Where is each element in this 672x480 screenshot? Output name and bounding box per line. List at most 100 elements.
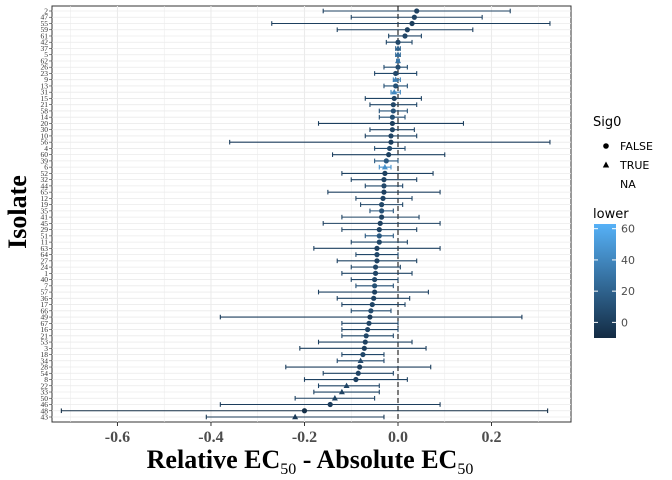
colorbar	[594, 224, 616, 338]
y-tick-label: 44	[41, 181, 49, 190]
data-point-circle	[390, 102, 396, 108]
y-tick-label: 57	[41, 288, 49, 297]
colorbar-tick-label: 40	[621, 254, 635, 267]
data-point-circle	[372, 264, 379, 270]
data-point-circle	[381, 189, 387, 195]
data-point-circle	[381, 183, 387, 189]
y-tick-label: 18	[41, 350, 49, 359]
x-axis-ticks: -0.6 -0.4 -0.2 0.0 0.2	[105, 422, 502, 446]
y-tick-label: 37	[41, 44, 49, 53]
y-tick-label: 27	[41, 256, 49, 265]
y-tick-label: 49	[41, 313, 49, 322]
data-point-circle	[353, 376, 359, 383]
data-point-circle	[360, 351, 366, 358]
data-point-circle	[381, 177, 387, 183]
y-tick-label: 21	[41, 331, 49, 340]
y-tick-label: 40	[41, 275, 49, 284]
x-tick-label: 0.2	[482, 429, 502, 446]
color-legend: lower 0 20 40 60	[593, 207, 635, 338]
data-point-circle	[377, 220, 383, 226]
x-tick-label: 0.0	[388, 429, 408, 446]
data-point-triangle	[338, 388, 345, 395]
data-point-circle	[383, 158, 389, 164]
y-tick-label: 30	[41, 125, 49, 134]
y-tick-label: 58	[41, 106, 49, 115]
y-tick-label: 31	[41, 88, 49, 97]
data-point-circle	[411, 14, 417, 20]
y-tick-label: 54	[41, 369, 49, 378]
y-tick-label: 22	[41, 381, 49, 390]
y-tick-label: 15	[41, 94, 49, 103]
data-point-circle	[391, 95, 397, 102]
shape-legend-title: Sig0	[593, 115, 621, 130]
y-tick-label: 6	[44, 163, 48, 172]
y-tick-label: 7	[44, 281, 48, 290]
y-tick-label: 12	[41, 194, 49, 203]
data-point-circle	[355, 370, 361, 376]
y-tick-label: 9	[44, 75, 48, 84]
y-tick-label: 34	[41, 356, 49, 365]
y-tick-label: 36	[41, 294, 49, 303]
y-tick-label: 8	[44, 375, 48, 384]
y-tick-label: 14	[41, 113, 49, 122]
y-tick-label: 62	[41, 56, 49, 65]
data-point-triangle	[292, 413, 299, 420]
legend-triangle-key	[602, 161, 610, 168]
y-tick-label: 20	[41, 119, 49, 128]
data-point-circle	[357, 364, 363, 370]
plot-panel	[51, 5, 572, 423]
y-tick-label: 64	[41, 250, 49, 259]
y-tick-label: 41	[41, 213, 49, 222]
y-tick-label: 33	[41, 388, 49, 397]
data-point-circle	[404, 27, 410, 33]
x-tick-label: -0.4	[198, 429, 223, 446]
data-point-circle	[366, 320, 372, 326]
data-point-triangle	[395, 57, 401, 64]
y-tick-label: 10	[41, 131, 49, 140]
data-point-circle	[365, 326, 371, 333]
y-tick-label: 59	[41, 25, 49, 34]
data-point-circle	[374, 245, 380, 251]
y-tick-label: 21	[41, 100, 49, 109]
y-tick-label: 23	[41, 69, 49, 78]
y-tick-label: 11	[41, 238, 48, 247]
data-point-triangle	[357, 357, 364, 363]
y-tick-label: 60	[41, 150, 49, 159]
legend-circle-key	[603, 143, 609, 149]
y-tick-label: 56	[41, 138, 49, 147]
data-point-triangle	[392, 76, 399, 82]
data-point-circle	[376, 227, 382, 233]
data-point-triangle	[381, 163, 388, 170]
data-point-circle	[372, 283, 378, 289]
data-point-circle	[301, 408, 308, 414]
data-point-circle	[367, 314, 373, 320]
data-point-circle	[376, 239, 382, 245]
y-tick-label: 39	[41, 156, 49, 165]
y-tick-label: 55	[41, 19, 49, 28]
y-tick-label: 67	[41, 319, 49, 328]
data-point-circle	[361, 345, 367, 351]
y-tick-label: 16	[41, 325, 49, 334]
y-axis-ticks: 2475559614237562262391331152158142030105…	[41, 7, 52, 422]
data-point-circle	[388, 133, 394, 139]
data-point-circle	[372, 289, 378, 295]
data-point-circle	[372, 270, 379, 276]
data-point-circle	[368, 308, 374, 314]
color-legend-title: lower	[593, 207, 629, 222]
y-tick-label: 13	[41, 81, 49, 90]
y-tick-label: 32	[41, 175, 49, 184]
y-tick-label: 66	[41, 306, 49, 315]
y-tick-label: 17	[41, 300, 49, 309]
data-point-circle	[372, 276, 378, 283]
y-tick-label: 61	[41, 31, 49, 40]
legend-item-label: FALSE	[620, 140, 653, 153]
data-point-circle	[376, 233, 382, 239]
data-point-circle	[386, 145, 393, 152]
legend-item-label: NA	[620, 178, 636, 191]
y-tick-label: 35	[41, 206, 49, 215]
data-point-circle	[379, 214, 385, 220]
y-tick-label: 65	[41, 188, 49, 197]
data-point-circle	[395, 64, 401, 70]
y-tick-label: 46	[41, 400, 49, 409]
